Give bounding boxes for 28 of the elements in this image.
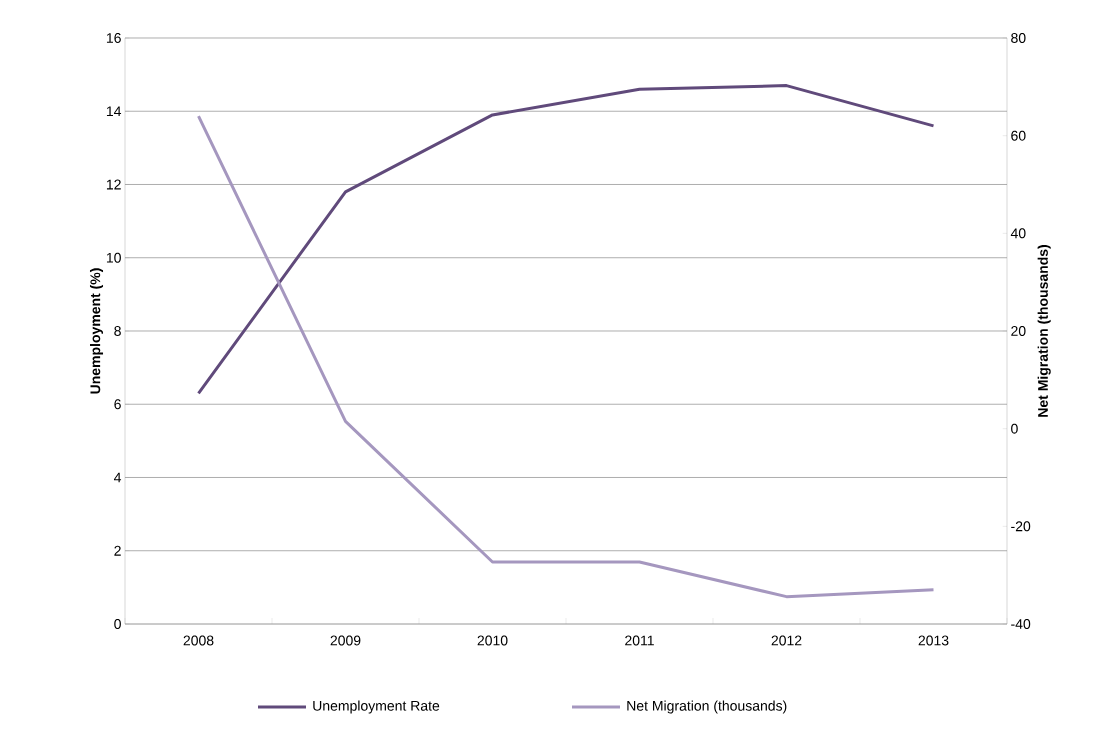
- y-tick-label: 8: [114, 326, 121, 336]
- x-tick-label: 2013: [918, 635, 949, 646]
- legend-label: Net Migration (thousands): [627, 700, 787, 714]
- y-tick-label: 0: [114, 619, 121, 629]
- y2-tick-label: 60: [1011, 130, 1026, 141]
- x-tick-label: 2010: [477, 635, 508, 646]
- y2-tick-label: -40: [1011, 619, 1031, 629]
- line-series: [197, 114, 935, 599]
- y2-tick-label: 0: [1011, 423, 1018, 434]
- y2-axis-title: Net Migration (thousands): [1037, 244, 1051, 417]
- y-tick-label: 4: [114, 472, 122, 483]
- x-tick-label: 2011: [625, 635, 654, 646]
- line-series: [197, 84, 935, 395]
- y-tick-label: 6: [114, 399, 121, 410]
- y-tick-label: 16: [106, 33, 121, 43]
- x-tick-label: 2008: [183, 635, 214, 646]
- y2-tick-label: 20: [1011, 326, 1026, 336]
- x-tick-label: 2009: [330, 635, 361, 646]
- y-axis-title: Unemployment (%): [89, 268, 104, 394]
- legend-label: Unemployment Rate: [313, 700, 440, 714]
- y2-tick-label: 40: [1010, 228, 1026, 239]
- x-tick-label: 2012: [771, 635, 802, 646]
- y-tick-label: 10: [106, 252, 121, 263]
- y-tick-label: 12: [106, 179, 121, 190]
- y-tick-label: 14: [106, 106, 122, 117]
- y2-tick-label: 80: [1011, 33, 1026, 43]
- y-tick-label: 2: [114, 545, 121, 556]
- y2-tick-label: -20: [1011, 521, 1031, 532]
